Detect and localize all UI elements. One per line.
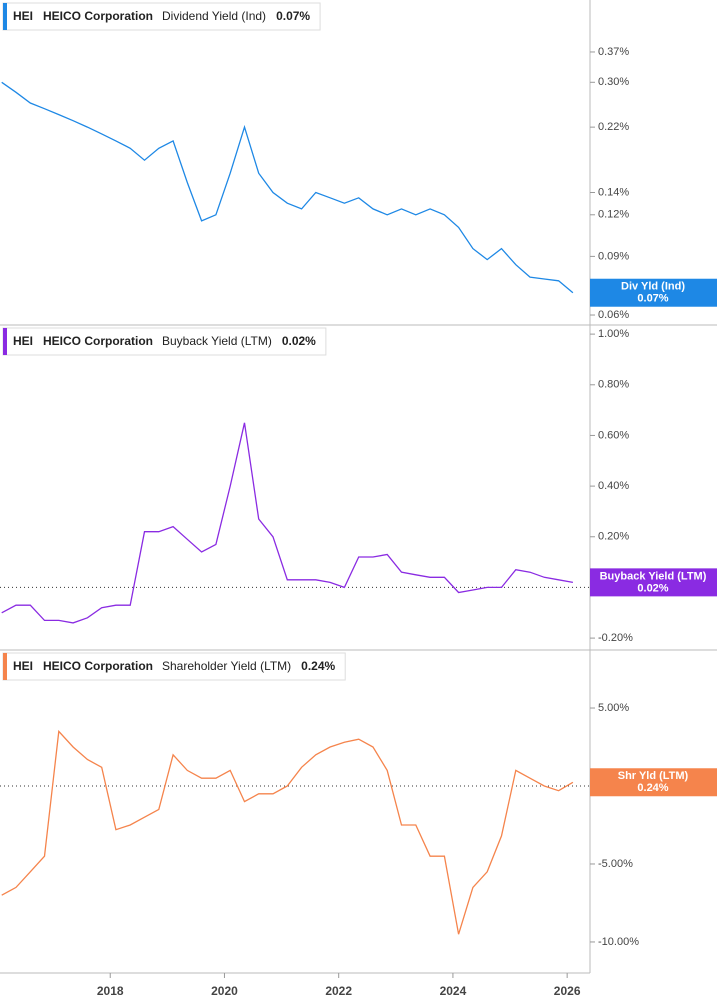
legend-color-bar — [3, 328, 7, 355]
y-tick-label: 0.80% — [598, 379, 629, 391]
company-name: HEICO Corporation — [43, 659, 153, 673]
x-tick-label: 2024 — [440, 984, 467, 998]
legend-box — [2, 327, 327, 356]
data-line — [1, 81, 574, 294]
y-tick-label: 0.60% — [598, 429, 629, 441]
badge-name: Div Yld (Ind) — [621, 281, 685, 293]
ticker: HEI — [13, 9, 33, 23]
series-name: Shareholder Yield (LTM) — [162, 659, 291, 673]
legend-header: HEI HEICO Corporation Dividend Yield (Ind)… — [2, 2, 321, 31]
y-tick-label: 0.06% — [598, 309, 629, 321]
badge-value: 0.07% — [637, 293, 668, 305]
legend-header: HEI HEICO Corporation Buyback Yield (LTM) 0… — [2, 327, 327, 356]
x-tick-label: 2020 — [211, 984, 238, 998]
y-tick-label: 0.37% — [598, 46, 629, 58]
data-line — [1, 729, 574, 935]
legend-box — [2, 2, 321, 31]
x-tick-label: 2026 — [554, 984, 581, 998]
legend-color-bar — [3, 3, 7, 30]
current-value: 0.02% — [282, 334, 316, 348]
company-name: HEICO Corporation — [43, 9, 153, 23]
series-name: Dividend Yield (Ind) — [162, 9, 266, 23]
y-tick-label: 5.00% — [598, 702, 629, 714]
y-tick-label: -10.00% — [598, 936, 639, 948]
x-tick-label: 2022 — [325, 984, 352, 998]
y-tick-label: 0.30% — [598, 76, 629, 88]
y-tick-label: -0.20% — [598, 632, 633, 644]
series-name: Buyback Yield (LTM) — [162, 334, 272, 348]
y-tick-label: 0.40% — [598, 480, 629, 492]
x-tick-label: 2018 — [97, 984, 124, 998]
y-tick-label: 0.12% — [598, 209, 629, 221]
data-line — [1, 422, 574, 624]
y-tick-label: 1.00% — [598, 328, 629, 340]
y-tick-label: 0.22% — [598, 121, 629, 133]
current-value: 0.24% — [301, 659, 335, 673]
value-badge — [590, 278, 717, 307]
badge-value: 0.24% — [637, 782, 668, 794]
y-tick-label: 0.20% — [598, 531, 629, 543]
ticker: HEI — [13, 659, 33, 673]
company-name: HEICO Corporation — [43, 334, 153, 348]
badge-name: Shr Yld (LTM) — [618, 770, 689, 782]
legend-box — [2, 652, 346, 681]
y-tick-label: -5.00% — [598, 858, 633, 870]
y-tick-label: 0.09% — [598, 250, 629, 262]
badge-value: 0.02% — [637, 582, 668, 594]
legend-color-bar — [3, 653, 7, 680]
legend-header: HEI HEICO Corporation Shareholder Yield (L… — [2, 652, 346, 681]
badge-name: Buyback Yield (LTM) — [600, 570, 707, 582]
ticker: HEI — [13, 334, 33, 348]
value-badge — [590, 768, 717, 797]
value-badge — [590, 568, 717, 597]
y-tick-label: 0.14% — [598, 186, 629, 198]
current-value: 0.07% — [276, 9, 310, 23]
